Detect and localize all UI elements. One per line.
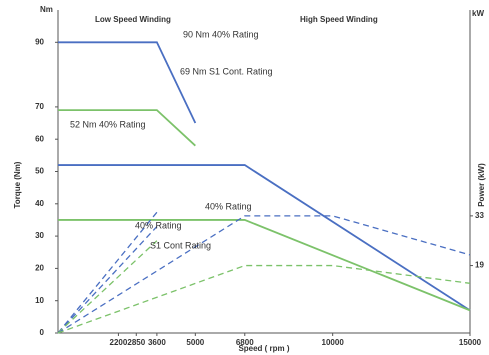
y2-tick-label: 19 [475, 261, 484, 270]
x-tick-label: 3600 [148, 338, 166, 347]
series-line [57, 226, 158, 334]
series-line [57, 215, 471, 334]
annotation: S1 Cont Rating [150, 240, 211, 250]
annotation: Low Speed Winding [95, 15, 171, 24]
annotation: High Speed Winding [300, 15, 378, 24]
y-tick-label: 0 [40, 328, 45, 337]
y-unit: Nm [40, 5, 53, 14]
y-tick-label: 60 [35, 134, 44, 143]
series-line [57, 264, 471, 334]
y-tick-label: 50 [35, 167, 44, 176]
annotation: 69 Nm S1 Cont. Rating [180, 66, 273, 76]
series-line [58, 109, 196, 147]
x-tick-label: 2200 [110, 338, 128, 347]
x-tick-label: 10000 [322, 338, 345, 347]
annotation: 40% Rating [205, 201, 252, 211]
y-tick-label: 40 [35, 199, 44, 208]
y-tick-label: 90 [35, 37, 44, 46]
y2-label: Power (kW) [477, 163, 486, 207]
x-tick-label: 15000 [459, 338, 482, 347]
x-label: Speed ( rpm ) [238, 344, 289, 353]
x-tick-label: 2850 [127, 338, 145, 347]
y-tick-label: 70 [35, 102, 44, 111]
y-label: Torque (Nm) [13, 161, 22, 208]
series-line [58, 219, 471, 312]
annotation: 90 Nm 40% Rating [183, 29, 259, 39]
x-tick-label: 5000 [186, 338, 204, 347]
y-tick-label: 10 [35, 296, 44, 305]
y-tick-label: 30 [35, 231, 44, 240]
y2-unit: kW [472, 9, 484, 18]
y-tick-label: 20 [35, 264, 44, 273]
y2-tick-label: 33 [475, 211, 484, 220]
annotation: 52 Nm 40% Rating [70, 119, 146, 129]
series-line [57, 240, 158, 334]
series-line [58, 164, 471, 312]
annotation: 40% Rating [135, 220, 182, 230]
series-line [57, 211, 158, 334]
series-line [58, 41, 197, 124]
x-tick-label: 6800 [236, 338, 254, 347]
